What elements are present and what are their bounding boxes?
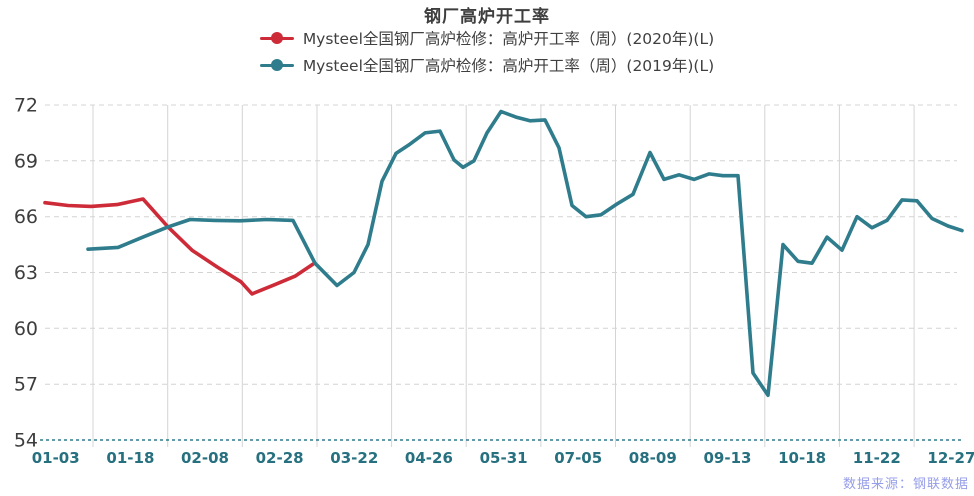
svg-text:10-18: 10-18 xyxy=(778,449,826,467)
legend-item-2020[interactable]: Mysteel全国钢厂高炉检修：高炉开工率（周）(2020年)(L) xyxy=(0,26,974,50)
legend-marker-dot xyxy=(270,59,283,71)
svg-text:09-13: 09-13 xyxy=(704,449,752,467)
chart-title: 钢厂高炉开工率 xyxy=(424,7,550,27)
svg-text:01-18: 01-18 xyxy=(106,449,154,467)
series-line-2020 xyxy=(43,197,315,296)
svg-text:02-28: 02-28 xyxy=(256,449,304,467)
svg-text:60: 60 xyxy=(14,318,38,340)
data-source-note: 数据来源：钢联数据 xyxy=(842,477,969,492)
svg-text:72: 72 xyxy=(14,95,38,117)
series-line-2019 xyxy=(86,109,964,398)
svg-text:66: 66 xyxy=(14,206,38,228)
svg-text:11-22: 11-22 xyxy=(853,449,901,467)
legend-marker-2020 xyxy=(259,32,294,44)
svg-text:03-22: 03-22 xyxy=(330,449,378,467)
svg-text:02-08: 02-08 xyxy=(181,449,229,467)
x-axis-tick-labels: 01-03 01-18 02-08 02-28 03-22 04-26 05-31 07-05… xyxy=(32,449,974,467)
svg-text:57: 57 xyxy=(14,374,38,396)
svg-text:07-05: 07-05 xyxy=(554,449,602,467)
svg-text:63: 63 xyxy=(14,262,38,284)
legend-marker-dot xyxy=(270,32,283,44)
legend-item-2019[interactable]: Mysteel全国钢厂高炉检修：高炉开工率（周）(2019年)(L) xyxy=(0,53,974,77)
svg-text:05-31: 05-31 xyxy=(480,449,528,467)
svg-text:12-27: 12-27 xyxy=(927,449,974,467)
svg-text:01-03: 01-03 xyxy=(32,449,80,467)
legend-marker-2019 xyxy=(259,59,294,71)
legend-label-2020: Mysteel全国钢厂高炉检修：高炉开工率（周）(2020年)(L) xyxy=(302,30,715,48)
legend-label-2019: Mysteel全国钢厂高炉检修：高炉开工率（周）(2019年)(L) xyxy=(302,57,715,75)
svg-text:04-26: 04-26 xyxy=(405,449,453,467)
svg-text:08-09: 08-09 xyxy=(629,449,677,467)
svg-text:69: 69 xyxy=(14,150,38,172)
svg-text:54: 54 xyxy=(14,430,38,452)
gridlines xyxy=(45,104,957,447)
y-axis-tick-labels: 54 57 60 63 66 69 72 xyxy=(14,95,38,452)
